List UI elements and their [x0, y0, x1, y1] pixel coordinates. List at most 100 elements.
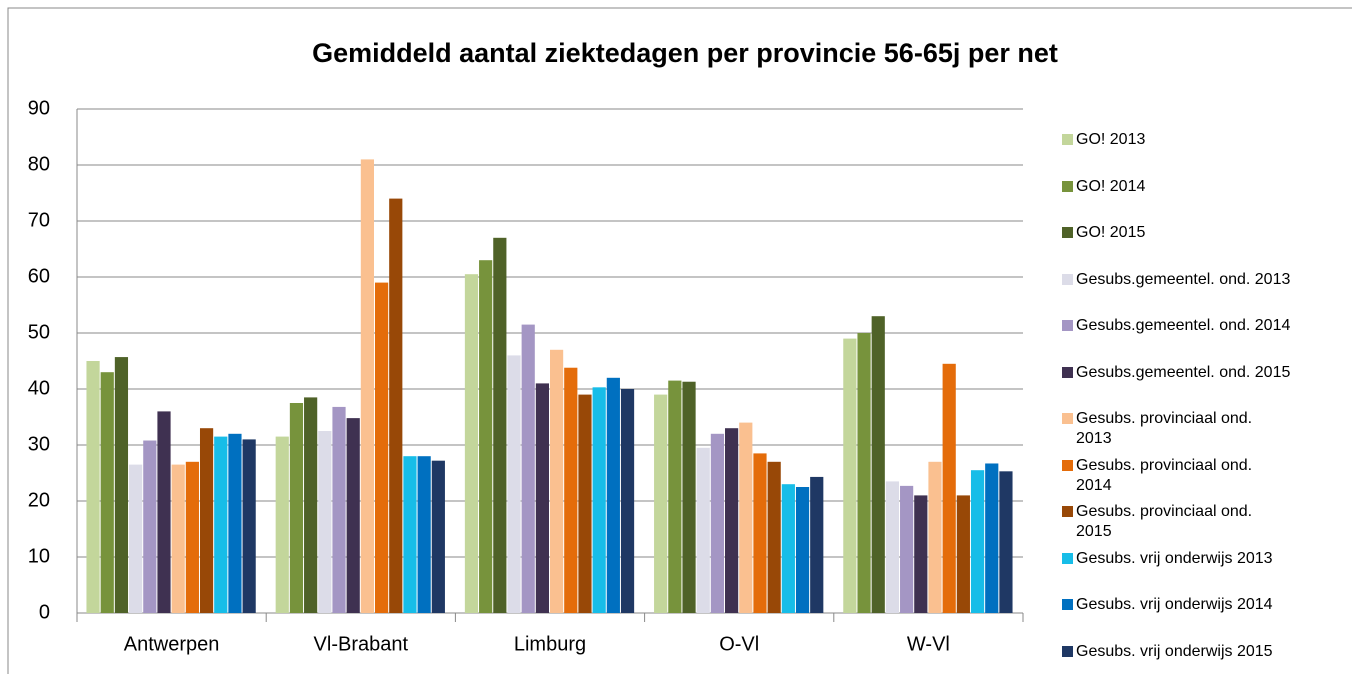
y-tick-label: 70 [28, 209, 50, 231]
legend-swatch [1062, 459, 1073, 471]
bar [304, 397, 318, 613]
legend-swatch [1062, 413, 1073, 424]
bar [86, 361, 100, 613]
legend-label: Gesubs. vrij onderwijs 2013 [1076, 549, 1273, 567]
legend-label: GO! 2013 [1076, 131, 1146, 148]
bar [668, 380, 682, 613]
bar [417, 456, 431, 613]
bar [810, 476, 824, 613]
bar [564, 367, 578, 613]
frame [7, 7, 1352, 674]
bar [654, 394, 668, 613]
legend-item: Gesubs. provinciaal ond. 2014 [1062, 456, 1292, 496]
y-tick-label: 60 [28, 265, 50, 287]
legend-item: Gesubs. vrij onderwijs 2013 [1062, 549, 1292, 569]
bar [970, 470, 985, 613]
bar [900, 485, 914, 613]
bar [535, 383, 549, 613]
bar [332, 406, 346, 613]
bar [157, 411, 171, 613]
bar [171, 464, 185, 613]
bar [781, 484, 795, 613]
legend-swatch [1062, 599, 1073, 610]
bar [242, 439, 256, 613]
legend-label: Gesubs. provinciaal ond. 2013 [1076, 410, 1253, 447]
legend-item: GO! 2013 [1062, 130, 1292, 150]
bar [199, 428, 214, 613]
legend-label: Gesubs.gemeentel. ond. 2013 [1076, 270, 1291, 288]
bar [592, 387, 606, 613]
legend-swatch [1062, 180, 1073, 192]
legend-label: GO! 2014 [1076, 177, 1146, 195]
legend-item: GO! 2015 [1062, 223, 1292, 243]
bar [843, 338, 857, 613]
bar [696, 447, 710, 613]
bar [725, 428, 739, 613]
bar [318, 431, 332, 613]
bar [578, 394, 592, 613]
bar [431, 460, 445, 613]
bar [795, 487, 810, 613]
legend-label: Gesubs. provinciaal ond. 2015 [1076, 503, 1253, 540]
bar [360, 159, 374, 613]
bar [129, 464, 143, 613]
legend-label: GO! 2015 [1076, 224, 1146, 241]
bar [753, 453, 767, 613]
y-tick-label: 40 [28, 377, 50, 399]
y-tick-label: 0 [39, 601, 50, 623]
bar [403, 456, 417, 613]
bar [507, 355, 521, 613]
legend-item: Gesubs. vrij onderwijs 2014 [1062, 595, 1292, 615]
legend-swatch [1062, 134, 1073, 145]
bar [710, 433, 725, 613]
y-tick-label: 90 [28, 97, 50, 119]
bar [739, 422, 753, 613]
bar [100, 372, 114, 613]
bar [214, 436, 228, 613]
bar [682, 381, 696, 613]
bar [521, 324, 535, 613]
legend-label: Gesubs. vrij onderwijs 2014 [1076, 596, 1273, 613]
bar [346, 418, 360, 613]
legend-item: Gesubs.gemeentel. ond. 2014 [1062, 316, 1292, 336]
legend-item: Gesubs. vrij onderwijs 2015 [1062, 642, 1292, 662]
bar [942, 363, 956, 613]
bar [185, 461, 199, 613]
bar [767, 461, 781, 613]
legend-item: Gesubs. provinciaal ond. 2013 [1062, 409, 1292, 449]
legend-swatch [1062, 366, 1073, 378]
bar [956, 495, 970, 613]
legend-swatch [1062, 273, 1073, 285]
legend-swatch [1062, 645, 1073, 657]
bar [550, 349, 564, 613]
bar [464, 274, 479, 613]
legend-swatch [1062, 552, 1073, 564]
legend-swatch [1062, 320, 1073, 331]
bar [275, 436, 289, 613]
legend-label: Gesubs.gemeentel. ond. 2015 [1076, 363, 1291, 381]
bar [493, 237, 507, 614]
chart-title: Gemiddeld aantal ziektedagen per provinc… [312, 38, 1058, 68]
bar [289, 403, 304, 613]
legend-item: Gesubs. provinciaal ond. 2015 [1062, 502, 1292, 542]
legend-item: Gesubs.gemeentel. ond. 2015 [1062, 363, 1292, 383]
legend-swatch [1062, 227, 1073, 238]
bar [885, 481, 900, 613]
legend-label: Gesubs. provinciaal ond. 2014 [1076, 456, 1253, 494]
bar [374, 282, 389, 613]
legend-item: GO! 2014 [1062, 177, 1292, 197]
bar [389, 198, 403, 613]
x-tick-label: O-Vl [719, 633, 759, 655]
x-tick-label: Vl-Brabant [314, 633, 409, 655]
bar [928, 461, 942, 613]
legend-label: Gesubs.gemeentel. ond. 2014 [1076, 317, 1291, 334]
bar [606, 377, 620, 613]
bar [143, 440, 157, 613]
y-tick-label: 80 [28, 153, 50, 175]
bar [114, 357, 129, 613]
x-tick-label: W-Vl [907, 633, 950, 655]
bar [985, 463, 999, 613]
x-tick-label: Antwerpen [124, 633, 220, 655]
